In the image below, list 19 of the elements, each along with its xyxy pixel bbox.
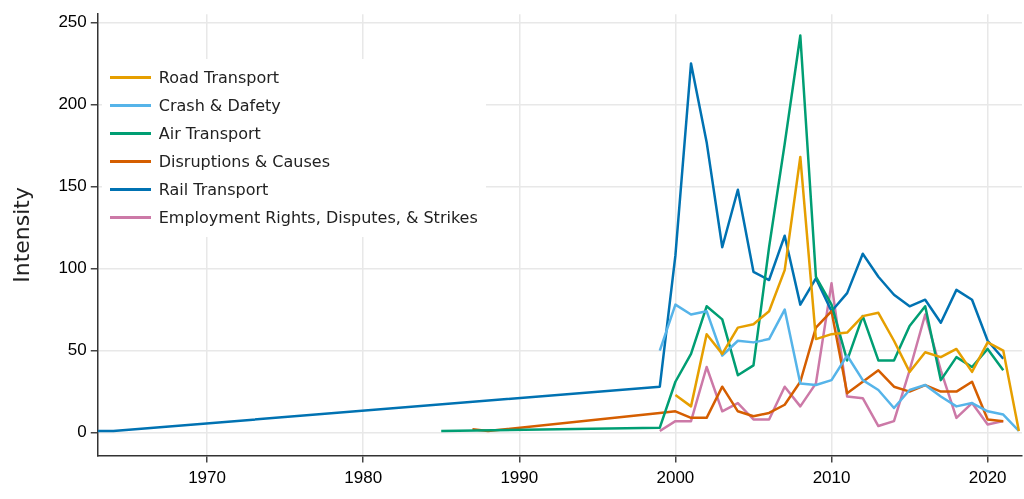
y-axis-title: Intensity <box>8 187 34 283</box>
x-tick-label: 2010 <box>812 468 851 488</box>
y-tick-label: 200 <box>58 94 87 114</box>
legend-label: Employment Rights, Disputes, & Strikes <box>158 207 478 227</box>
x-tick-label: 1970 <box>188 468 226 488</box>
legend-label: Rail Transport <box>158 179 269 199</box>
x-tick-label: 2020 <box>968 468 1007 488</box>
x-tick-label: 1990 <box>500 468 539 488</box>
y-tick-label: 250 <box>58 12 87 32</box>
legend-label: Crash & Dafety <box>158 95 281 115</box>
y-tick-label: 150 <box>58 176 87 196</box>
y-tick-label: 0 <box>77 422 87 442</box>
x-tick-label: 2000 <box>656 468 695 488</box>
legend-label: Disruptions & Causes <box>158 151 330 171</box>
y-tick-label: 100 <box>58 258 87 278</box>
x-tick-label: 1980 <box>344 468 383 488</box>
legend-label: Road Transport <box>158 67 280 87</box>
legend-label: Air Transport <box>158 123 261 143</box>
y-tick-label: 50 <box>67 340 87 360</box>
